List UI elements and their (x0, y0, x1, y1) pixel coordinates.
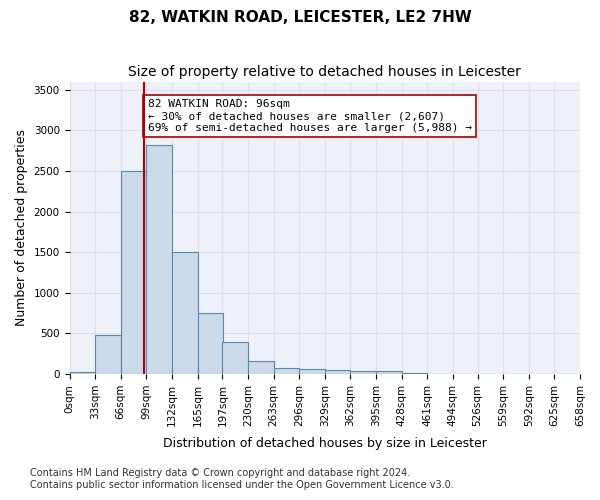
Bar (299, 369, 325, 374)
Text: 82, WATKIN ROAD, LEICESTER, LE2 7HW: 82, WATKIN ROAD, LEICESTER, LE2 7HW (128, 10, 472, 25)
Bar (274, 368, 299, 374)
Bar (248, 361, 274, 374)
Text: 82 WATKIN ROAD: 96sqm
← 30% of detached houses are smaller (2,607)
69% of semi-d: 82 WATKIN ROAD: 96sqm ← 30% of detached … (148, 100, 472, 132)
X-axis label: Distribution of detached houses by size in Leicester: Distribution of detached houses by size … (163, 437, 487, 450)
Text: Contains HM Land Registry data © Crown copyright and database right 2024.
Contai: Contains HM Land Registry data © Crown c… (30, 468, 454, 490)
Title: Size of property relative to detached houses in Leicester: Size of property relative to detached ho… (128, 65, 521, 79)
Bar (401, 373, 427, 374)
Bar (223, 342, 248, 374)
Bar (172, 252, 197, 374)
Bar (121, 171, 146, 374)
Bar (350, 371, 376, 374)
Bar (197, 313, 223, 374)
Bar (146, 145, 172, 374)
Bar (95, 335, 121, 374)
Bar (325, 370, 350, 374)
Bar (376, 371, 401, 374)
Y-axis label: Number of detached properties: Number of detached properties (15, 130, 28, 326)
Bar (70, 372, 95, 374)
